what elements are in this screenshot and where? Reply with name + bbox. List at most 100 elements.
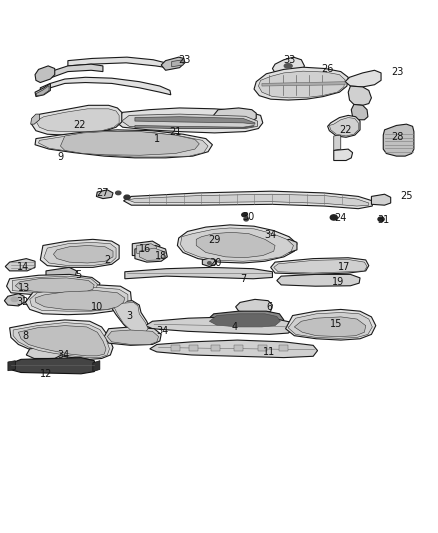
Polygon shape bbox=[135, 125, 254, 128]
Polygon shape bbox=[46, 268, 77, 279]
Polygon shape bbox=[132, 241, 160, 255]
Polygon shape bbox=[212, 108, 256, 122]
Text: 7: 7 bbox=[240, 274, 246, 284]
Text: 3: 3 bbox=[126, 311, 132, 320]
Polygon shape bbox=[12, 276, 97, 294]
Polygon shape bbox=[139, 248, 164, 260]
Polygon shape bbox=[177, 225, 297, 263]
Text: 8: 8 bbox=[22, 330, 28, 341]
Polygon shape bbox=[44, 243, 116, 265]
Text: 12: 12 bbox=[40, 369, 52, 379]
Text: 10: 10 bbox=[91, 302, 103, 312]
Polygon shape bbox=[348, 86, 371, 106]
Polygon shape bbox=[26, 346, 61, 359]
Text: 19: 19 bbox=[332, 277, 344, 287]
Text: 33: 33 bbox=[283, 55, 295, 65]
Polygon shape bbox=[40, 77, 171, 95]
Polygon shape bbox=[122, 114, 258, 128]
Polygon shape bbox=[351, 104, 368, 120]
Polygon shape bbox=[39, 132, 208, 157]
Polygon shape bbox=[40, 239, 119, 268]
Polygon shape bbox=[30, 287, 128, 311]
Text: 21: 21 bbox=[169, 127, 181, 136]
Polygon shape bbox=[279, 345, 288, 351]
Polygon shape bbox=[32, 106, 122, 135]
Polygon shape bbox=[125, 268, 272, 279]
Polygon shape bbox=[277, 239, 297, 253]
Text: 23: 23 bbox=[392, 67, 404, 77]
Polygon shape bbox=[104, 327, 161, 345]
Ellipse shape bbox=[284, 64, 292, 68]
Text: 1: 1 bbox=[154, 134, 160, 143]
Text: 26: 26 bbox=[321, 63, 334, 74]
Polygon shape bbox=[35, 66, 55, 83]
Polygon shape bbox=[277, 274, 360, 286]
Text: 22: 22 bbox=[74, 120, 86, 131]
Text: 4: 4 bbox=[231, 322, 237, 332]
Polygon shape bbox=[286, 310, 376, 340]
Polygon shape bbox=[206, 311, 284, 329]
Polygon shape bbox=[371, 194, 391, 205]
Polygon shape bbox=[7, 274, 100, 296]
Text: 23: 23 bbox=[178, 55, 190, 65]
Ellipse shape bbox=[378, 217, 384, 221]
Text: 30: 30 bbox=[243, 213, 255, 222]
Polygon shape bbox=[334, 149, 353, 160]
Polygon shape bbox=[161, 57, 185, 70]
Polygon shape bbox=[271, 258, 369, 274]
Polygon shape bbox=[93, 361, 100, 372]
Polygon shape bbox=[10, 358, 96, 374]
Text: 9: 9 bbox=[57, 152, 64, 162]
Text: 17: 17 bbox=[338, 262, 350, 271]
Text: 27: 27 bbox=[97, 188, 109, 198]
Polygon shape bbox=[124, 191, 372, 209]
Polygon shape bbox=[280, 77, 294, 93]
Polygon shape bbox=[60, 132, 199, 155]
Polygon shape bbox=[274, 260, 367, 273]
Polygon shape bbox=[135, 246, 167, 262]
Polygon shape bbox=[115, 108, 263, 133]
Polygon shape bbox=[262, 82, 345, 86]
Text: 20: 20 bbox=[209, 258, 222, 268]
Polygon shape bbox=[68, 57, 173, 69]
Text: 34: 34 bbox=[265, 230, 277, 240]
Polygon shape bbox=[258, 71, 345, 98]
Polygon shape bbox=[107, 330, 159, 344]
Polygon shape bbox=[135, 117, 255, 124]
Text: 28: 28 bbox=[392, 132, 404, 142]
Polygon shape bbox=[10, 320, 113, 359]
Ellipse shape bbox=[330, 215, 337, 220]
Text: 14: 14 bbox=[17, 262, 29, 272]
Text: 2: 2 bbox=[104, 255, 110, 265]
Polygon shape bbox=[272, 57, 304, 78]
Polygon shape bbox=[36, 109, 119, 132]
Polygon shape bbox=[196, 232, 275, 258]
Text: 18: 18 bbox=[155, 251, 167, 261]
Ellipse shape bbox=[208, 262, 211, 264]
Polygon shape bbox=[172, 60, 183, 67]
Polygon shape bbox=[53, 246, 113, 263]
Polygon shape bbox=[180, 228, 293, 261]
Polygon shape bbox=[288, 312, 372, 338]
Polygon shape bbox=[211, 345, 220, 351]
Polygon shape bbox=[189, 345, 198, 351]
Polygon shape bbox=[36, 86, 49, 96]
Polygon shape bbox=[18, 326, 106, 356]
Polygon shape bbox=[171, 345, 180, 351]
Polygon shape bbox=[209, 314, 280, 327]
Text: 34: 34 bbox=[157, 326, 169, 336]
Polygon shape bbox=[35, 84, 50, 96]
Text: 5: 5 bbox=[75, 270, 81, 280]
Ellipse shape bbox=[124, 195, 130, 199]
Polygon shape bbox=[150, 340, 318, 358]
Polygon shape bbox=[15, 278, 94, 293]
Polygon shape bbox=[345, 70, 381, 87]
Polygon shape bbox=[31, 114, 39, 124]
Polygon shape bbox=[258, 345, 267, 351]
Text: 29: 29 bbox=[208, 235, 221, 245]
Text: 15: 15 bbox=[330, 319, 343, 329]
Polygon shape bbox=[8, 361, 15, 371]
Polygon shape bbox=[328, 115, 360, 138]
Text: 22: 22 bbox=[339, 125, 351, 135]
Polygon shape bbox=[13, 322, 110, 358]
